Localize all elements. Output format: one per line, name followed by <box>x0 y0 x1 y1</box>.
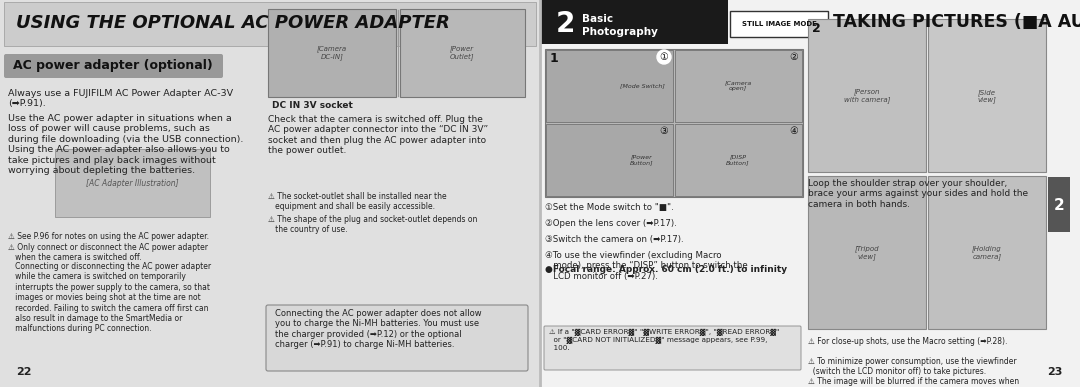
Text: ⚠ See P.96 for notes on using the AC power adapter.: ⚠ See P.96 for notes on using the AC pow… <box>8 232 210 241</box>
Text: [DISP
Button]: [DISP Button] <box>726 154 750 165</box>
Text: Check that the camera is switched off. Plug the
AC power adapter connector into : Check that the camera is switched off. P… <box>268 115 488 155</box>
FancyBboxPatch shape <box>544 326 801 370</box>
Text: Photography: Photography <box>582 27 658 37</box>
Bar <box>546 50 673 122</box>
Text: ⚠ The socket-outlet shall be installed near the
   equipment and shall be easily: ⚠ The socket-outlet shall be installed n… <box>268 192 447 211</box>
Text: 2: 2 <box>812 22 821 35</box>
Bar <box>928 19 1047 172</box>
Text: Loop the shoulder strap over your shoulder,
brace your arms against your sides a: Loop the shoulder strap over your should… <box>808 179 1028 209</box>
Bar <box>545 49 804 197</box>
Text: Always use a FUJIFILM AC Power Adapter AC-3V
(➡P.91).: Always use a FUJIFILM AC Power Adapter A… <box>8 89 233 108</box>
Bar <box>268 9 396 97</box>
Bar <box>0 0 540 387</box>
Text: ④: ④ <box>789 126 798 136</box>
Text: [Mode Switch]: [Mode Switch] <box>620 84 664 89</box>
Text: 2: 2 <box>556 10 576 38</box>
Text: [Holding
camera]: [Holding camera] <box>972 246 1002 260</box>
Text: ③Switch the camera on (➡P.17).: ③Switch the camera on (➡P.17). <box>545 235 684 244</box>
FancyBboxPatch shape <box>266 305 528 371</box>
Text: 22: 22 <box>16 367 31 377</box>
Bar <box>540 0 1080 387</box>
Text: [Tripod
view]: [Tripod view] <box>854 246 879 260</box>
Text: TAKING PICTURES (■A AUTO MODE): TAKING PICTURES (■A AUTO MODE) <box>833 13 1080 31</box>
FancyBboxPatch shape <box>4 54 222 78</box>
Bar <box>808 19 926 172</box>
Text: Connecting or disconnecting the AC power adapter
   while the camera is switched: Connecting or disconnecting the AC power… <box>8 262 211 333</box>
Text: ⚠ To minimize power consumption, use the viewfinder
  (switch the LCD monitor of: ⚠ To minimize power consumption, use the… <box>808 357 1016 377</box>
Text: USING THE OPTIONAL AC POWER ADAPTER: USING THE OPTIONAL AC POWER ADAPTER <box>16 14 450 32</box>
Text: [AC Adapter Illustration]: [AC Adapter Illustration] <box>85 178 178 187</box>
Text: ②: ② <box>789 52 798 62</box>
Text: STILL IMAGE MODE: STILL IMAGE MODE <box>742 21 816 27</box>
Text: ④To use the viewfinder (excluding Macro
   mode), press the “DISP” button to swi: ④To use the viewfinder (excluding Macro … <box>545 251 747 281</box>
Text: [Person
with camera]: [Person with camera] <box>843 89 890 103</box>
Text: ②Open the lens cover (➡P.17).: ②Open the lens cover (➡P.17). <box>545 219 677 228</box>
Text: Use the AC power adapter in situations when a
loss of power will cause problems,: Use the AC power adapter in situations w… <box>8 114 243 175</box>
Bar <box>1048 177 1070 232</box>
Bar <box>730 11 828 37</box>
Text: ⚠ The image will be blurred if the camera moves when
  taking the picture (camer: ⚠ The image will be blurred if the camer… <box>808 377 1025 387</box>
Circle shape <box>657 50 671 64</box>
Bar <box>928 176 1047 329</box>
Text: Connecting the AC power adapter does not allow
you to charge the Ni-MH batteries: Connecting the AC power adapter does not… <box>275 309 482 349</box>
Text: ③: ③ <box>660 126 669 136</box>
Text: ⚠ For close-up shots, use the Macro setting (➡P.28).: ⚠ For close-up shots, use the Macro sett… <box>808 337 1008 346</box>
Text: 1: 1 <box>550 52 558 65</box>
Text: ●Focal range: Approx. 60 cm (2.0 ft.) to infinity: ●Focal range: Approx. 60 cm (2.0 ft.) to… <box>545 265 787 274</box>
Bar <box>4 2 536 46</box>
Bar <box>675 50 802 122</box>
Text: ⚠ The shape of the plug and socket-outlet depends on
   the country of use.: ⚠ The shape of the plug and socket-outle… <box>268 215 477 235</box>
Text: [Power
Outlet]: [Power Outlet] <box>449 46 474 60</box>
Text: [Side
view]: [Side view] <box>977 89 997 103</box>
Text: ①Set the Mode switch to "■".: ①Set the Mode switch to "■". <box>545 203 674 212</box>
Text: 2: 2 <box>1054 197 1065 212</box>
Text: 23: 23 <box>1047 367 1062 377</box>
Bar <box>540 0 728 44</box>
Text: [Camera
DC-IN]: [Camera DC-IN] <box>316 46 347 60</box>
Text: AC power adapter (optional): AC power adapter (optional) <box>13 60 213 72</box>
Text: ⚠ If a "▓CARD ERROR▓" "▓WRITE ERROR▓", "▓READ ERROR▓"
  or "▓CARD NOT INITIALIZE: ⚠ If a "▓CARD ERROR▓" "▓WRITE ERROR▓", "… <box>549 329 780 351</box>
Text: DC IN 3V socket: DC IN 3V socket <box>272 101 353 110</box>
Bar <box>808 176 926 329</box>
Bar <box>675 124 802 196</box>
Bar <box>400 9 525 97</box>
Text: Basic: Basic <box>582 14 613 24</box>
Text: [Power
Button]: [Power Button] <box>631 154 653 165</box>
Text: ①: ① <box>660 52 669 62</box>
Text: ⚠ Only connect or disconnect the AC power adapter
   when the camera is switched: ⚠ Only connect or disconnect the AC powe… <box>8 243 208 262</box>
Bar <box>55 149 210 217</box>
Text: [Camera
open]: [Camera open] <box>725 80 752 91</box>
Bar <box>546 124 673 196</box>
